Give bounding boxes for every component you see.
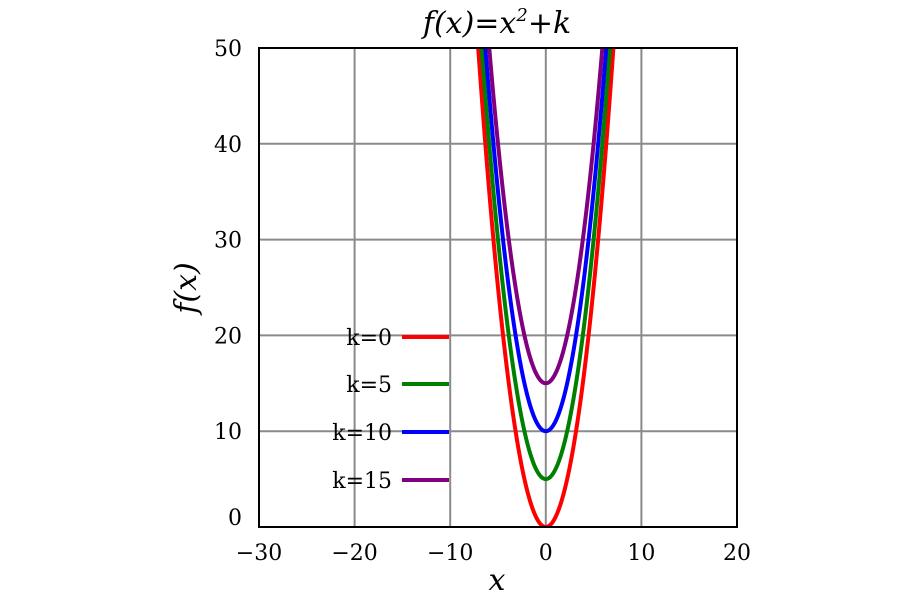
- legend-label: k=5: [346, 373, 392, 398]
- series-line-k-10: [483, 48, 609, 434]
- x-tick-label: 10: [627, 541, 655, 566]
- plot-frame: [258, 47, 738, 528]
- series-layer: [476, 48, 616, 527]
- y-tick-label: 50: [214, 37, 242, 62]
- x-tick-label: 20: [723, 541, 751, 566]
- x-axis-label: x: [489, 563, 506, 598]
- series-line-k-0: [476, 48, 616, 527]
- y-tick-labels: 0 10 20 30 40 50: [214, 37, 242, 531]
- series-line-k-15: [487, 48, 605, 386]
- y-tick-label: 10: [214, 420, 242, 445]
- y-tick-label: 30: [214, 229, 242, 254]
- y-tick-label: 0: [228, 506, 242, 531]
- x-tick-label: −20: [331, 541, 377, 566]
- legend-label: k=0: [346, 326, 392, 351]
- y-tick-label: 20: [214, 324, 242, 349]
- legend-label: k=15: [332, 469, 392, 494]
- legend-label: k=10: [332, 421, 392, 446]
- series-line-k-5: [479, 48, 612, 482]
- y-axis-label: f(x): [169, 262, 204, 315]
- x-tick-labels: −30 −20 −10 0 10 20: [236, 541, 751, 566]
- x-tick-label: −10: [427, 541, 473, 566]
- x-tick-label: −30: [236, 541, 282, 566]
- x-tick-label: 0: [539, 541, 553, 566]
- chart-title: f(x)=x2+k: [421, 5, 571, 41]
- legend: k=0 k=5 k=10 k=15: [332, 326, 449, 494]
- y-tick-label: 40: [214, 133, 242, 158]
